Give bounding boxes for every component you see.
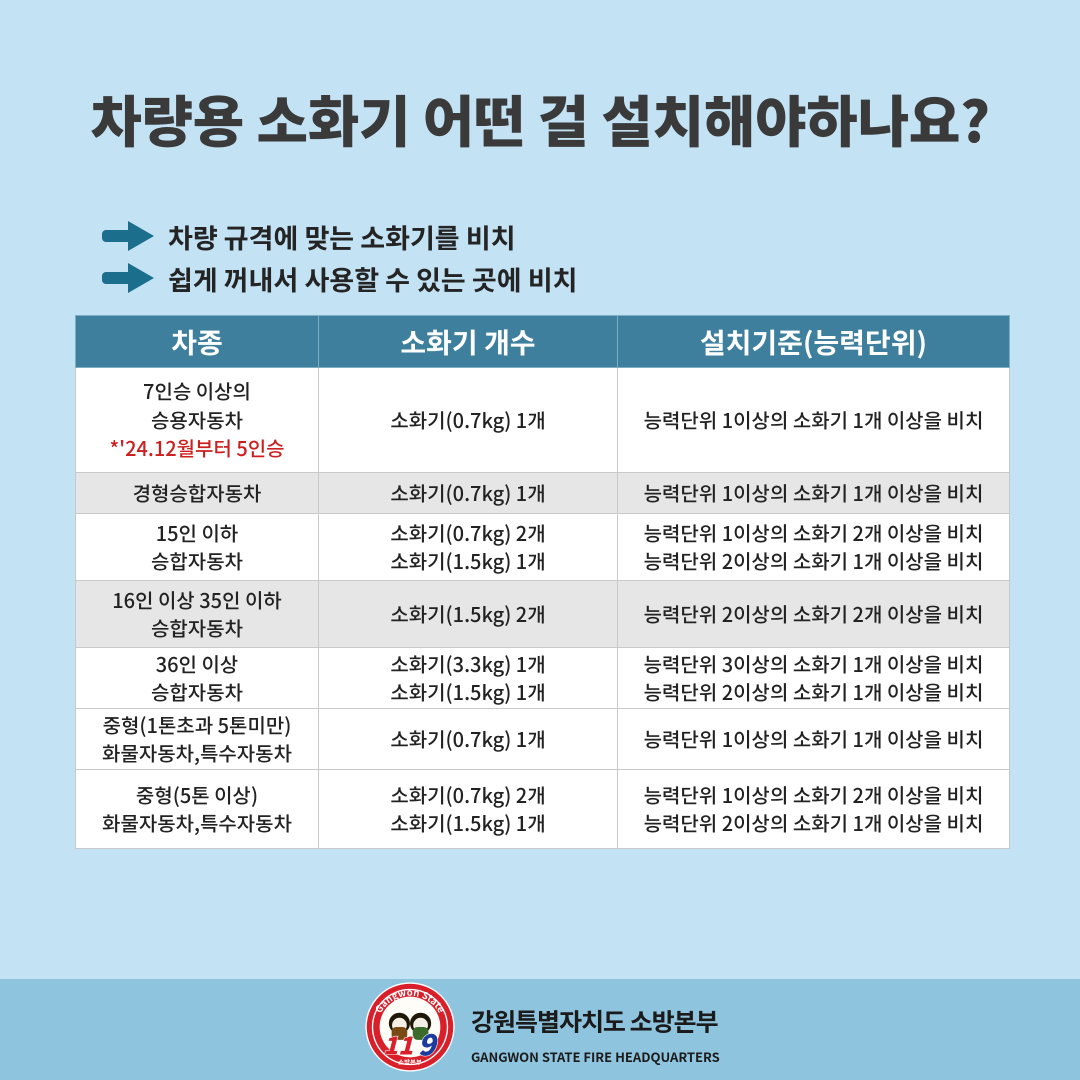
svg-text:소방본부: 소방본부 bbox=[398, 1057, 422, 1066]
